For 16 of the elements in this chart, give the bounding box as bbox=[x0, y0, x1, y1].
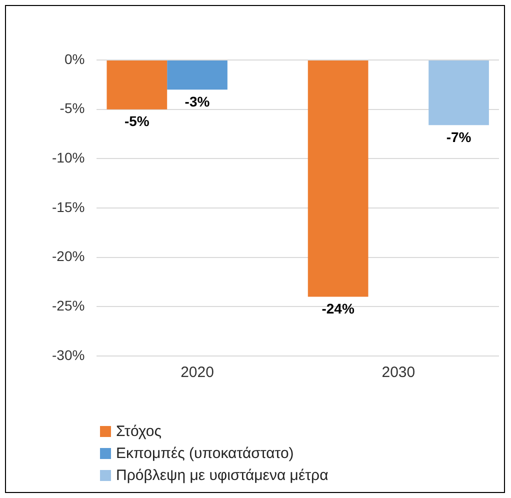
y-tick-label: -25% bbox=[52, 298, 85, 314]
y-tick-label: -10% bbox=[52, 150, 85, 166]
y-tick-label: -30% bbox=[52, 346, 85, 363]
y-tick-label: 0% bbox=[64, 50, 85, 67]
x-tick-label: 2030 bbox=[382, 364, 416, 382]
legend-label: Στόχος bbox=[116, 422, 162, 440]
x-tick-label: 2020 bbox=[180, 364, 214, 382]
data-label: -3% bbox=[184, 93, 210, 110]
legend-label: Πρόβλεψη με υφιστάμενα μέτρα bbox=[116, 466, 328, 484]
y-tick-label: -15% bbox=[52, 198, 85, 215]
data-label: -24% bbox=[322, 300, 355, 317]
y-tick-label: -5% bbox=[60, 100, 85, 116]
y-tick-label: -20% bbox=[52, 248, 85, 264]
data-label: -7% bbox=[446, 128, 472, 145]
legend-label: Εκπομπές (υποκατάστατο) bbox=[116, 444, 294, 462]
data-label: -5% bbox=[124, 113, 150, 130]
